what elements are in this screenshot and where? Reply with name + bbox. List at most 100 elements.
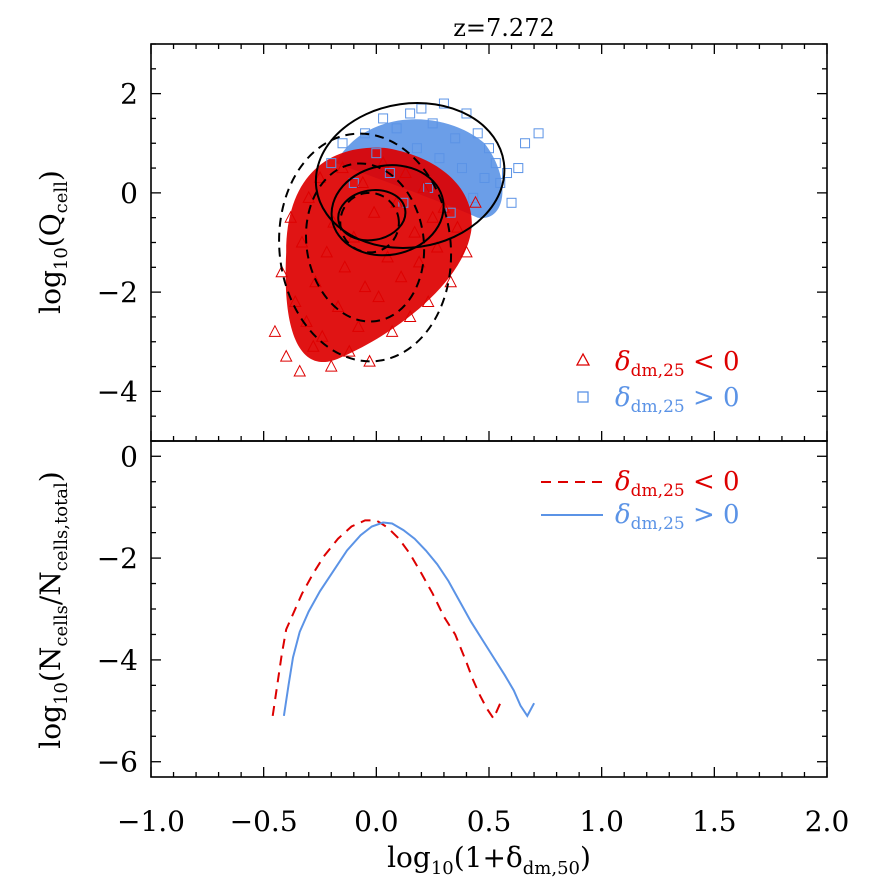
x-tick-label: 0.5 [467,805,512,838]
blue-solid-distribution-line [282,521,535,718]
bottom-legend: δdm,25 < 0 δdm,25 > 0 [541,467,740,534]
dashed-contour-outer [278,132,453,363]
blue-square-point [391,123,402,134]
red-triangle-point [469,195,482,208]
red-triangle-point [451,220,464,233]
x-tick-label: −1.0 [117,805,185,838]
dashed-contour-inner [339,191,400,254]
blue-square-point [450,133,461,144]
red-triangle-point [385,324,399,337]
red-triangle-point [403,309,417,322]
top-panel-frame [150,43,828,442]
x-tick-label: 1.0 [579,805,624,838]
top-y-tick-label: 2 [120,78,138,111]
legend-entry-positive: δdm,25 > 0 [615,383,740,417]
blue-square-point [398,197,409,208]
blue-square-point [348,177,359,188]
blue-square-point [405,108,416,119]
red-triangle-point [412,255,426,268]
red-triangle-point [342,344,356,357]
blue-square-point [461,108,472,119]
legend-triangle-marker [575,352,591,366]
blue-square-point [434,153,445,164]
axis-ticks [150,43,828,777]
red-triangle-point [306,339,320,352]
red-triangle-point [390,195,403,208]
blue-square-point [533,128,544,139]
red-dashed-distribution-line [271,519,502,721]
red-triangle-point [356,175,370,188]
red-triangle-point [372,290,385,303]
red-triangle-point [313,170,327,183]
blue-square-point [513,163,524,174]
axis-tick-labels: −1.0 −0.5 0.0 0.5 1.0 1.5 2.0 −4 −2 0 2 −6 −4 −2 0 [97,78,850,838]
blue-square-point [411,143,422,154]
red-triangle-point [444,275,458,288]
legend-line-negative: δdm,25 < 0 [615,467,740,501]
blue-square-point [495,177,506,188]
red-triangle-point [399,165,412,179]
top-y-tick-label: −2 [97,276,138,309]
red-triangle-point [284,210,298,223]
red-triangle-point [358,280,372,293]
red-triangle-point [408,225,421,238]
red-triangle-point [293,364,307,377]
red-triangle-point [376,156,390,169]
blue-square-point [438,98,449,109]
red-triangle-point [302,190,316,203]
legend-entry-negative: δdm,25 < 0 [615,347,740,381]
red-triangle-point [336,160,349,174]
red-triangle-point [324,359,338,372]
dashed-contour-middle [305,162,426,323]
bottom-y-axis-label: log10(Ncells/Ncells,total) [34,471,72,748]
x-tick-label: 1.5 [692,805,737,838]
bottom-y-tick-label: −2 [97,542,138,575]
red-triangle-point [417,180,430,193]
blue-square-point [484,143,494,154]
blue-square-point [337,138,348,149]
red-triangle-point [279,349,293,362]
red-triangle-point [338,260,352,273]
red-triangle-point [309,275,322,288]
blue-square-point [502,168,513,179]
blue-square-point [520,138,531,149]
blue-square-point [490,158,501,169]
solid-contour-outer [314,102,506,249]
blue-square-point [371,148,382,159]
solid-contour-inner [337,189,407,242]
red-triangle-point [275,265,289,278]
blue-square-point [378,113,389,124]
blue-square-point [416,103,427,114]
red-triangle-point [381,250,394,263]
blue-square-point [472,128,483,139]
blue-square-point [326,158,337,169]
top-legend: δdm,25 < 0 δdm,25 > 0 [575,347,740,417]
x-tick-label: −0.5 [230,805,298,838]
blue-square-point [468,192,479,203]
solid-contour-middle [330,164,445,257]
blue-square-point [479,172,490,183]
x-tick-label: 2.0 [805,805,850,838]
red-triangle-point [430,240,444,253]
top-y-axis-label: log10(Qcell) [34,170,72,314]
bottom-y-tick-label: −6 [97,746,138,779]
legend-square-marker [577,391,589,403]
bottom-y-tick-label: −4 [97,644,138,677]
red-triangle-point [421,294,435,308]
red-triangle-point [268,324,282,337]
red-triangle-point [367,205,381,218]
red-triangle-point [315,329,329,342]
blue-square-point [506,197,517,208]
chart-title: z=7.272 [453,14,554,42]
blue-square-point [384,168,395,179]
top-scatter-points [268,98,544,377]
red-triangle-point [320,245,334,258]
top-y-tick-label: 0 [120,177,138,210]
top-y-tick-label: −4 [97,375,138,408]
blue-square-point [427,118,438,129]
bottom-distribution-lines [271,519,535,721]
top-density-contours [278,102,506,363]
red-triangle-point [426,210,439,223]
blue-square-point [456,163,467,174]
